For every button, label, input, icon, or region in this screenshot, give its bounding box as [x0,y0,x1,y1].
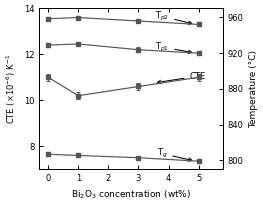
X-axis label: Bi$_2$O$_3$ concentration (wt%): Bi$_2$O$_3$ concentration (wt%) [71,189,191,201]
Text: T$_{p2}$: T$_{p2}$ [155,10,192,24]
Y-axis label: CTE (×10$^{-6}$) K$^{-1}$: CTE (×10$^{-6}$) K$^{-1}$ [5,54,18,124]
Y-axis label: Temperature (°C): Temperature (°C) [249,50,258,128]
Text: T$_g$: T$_g$ [156,147,192,161]
Text: T$_{p1}$: T$_{p1}$ [155,40,192,54]
Text: CTE: CTE [158,72,206,84]
